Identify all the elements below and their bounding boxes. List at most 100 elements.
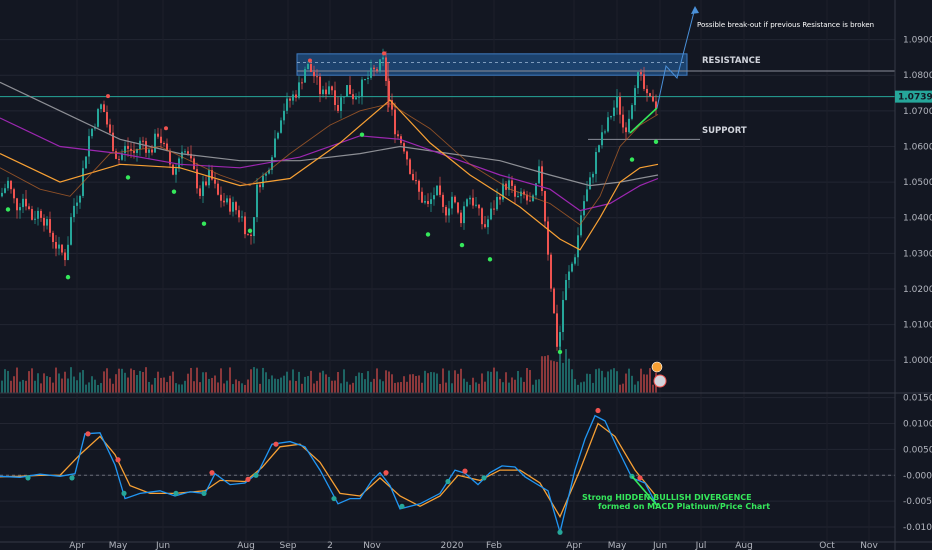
volume-bar <box>85 384 87 393</box>
candle-body <box>310 63 312 73</box>
volume-bar <box>280 377 282 393</box>
volume-bar <box>40 383 42 393</box>
candle-body <box>241 216 243 218</box>
candle-body <box>607 117 609 132</box>
volume-bar <box>259 383 261 393</box>
time-tick-label: Nov <box>860 541 878 550</box>
volume-bar <box>625 373 627 393</box>
candle-body <box>49 219 51 233</box>
volume-bar <box>184 380 186 393</box>
candle-body <box>289 98 291 101</box>
volume-bar <box>223 383 225 393</box>
candle-body <box>412 173 414 181</box>
macd-cross-down-dot <box>245 476 251 483</box>
time-tick-label: 2 <box>327 541 333 550</box>
volume-bar <box>34 380 36 393</box>
volume-bar <box>46 376 48 393</box>
volume-bar <box>607 371 609 393</box>
volume-bar <box>289 380 291 393</box>
candle-body <box>457 202 459 213</box>
candle-body <box>550 254 552 289</box>
volume-bar <box>286 371 288 393</box>
candle-body <box>352 94 354 100</box>
volume-bar <box>214 375 216 393</box>
candle-body <box>508 180 510 190</box>
candle-body <box>358 96 360 98</box>
volume-bar <box>619 384 621 393</box>
candle-body <box>217 183 219 195</box>
volume-bar <box>109 378 111 393</box>
volume-bar <box>118 368 120 393</box>
volume-bar <box>145 367 147 393</box>
candle-body <box>250 234 252 237</box>
candle-body <box>493 208 495 210</box>
candle-body <box>337 104 339 111</box>
volume-bar <box>436 373 438 393</box>
candle-body <box>103 104 105 113</box>
candle-body <box>286 98 288 111</box>
volume-bar <box>454 370 456 393</box>
volume-bar <box>265 372 267 393</box>
volume-bar <box>580 382 582 393</box>
candle-body <box>139 140 141 150</box>
candle-body <box>361 79 363 97</box>
candle-body <box>97 109 99 127</box>
volume-bar <box>88 382 90 393</box>
candle-body <box>331 86 333 91</box>
volume-bar <box>154 377 156 393</box>
breakout-annotation: Possible break-out if previous Resistanc… <box>697 21 874 29</box>
candle-body <box>535 183 537 196</box>
time-tick-label: Feb <box>486 541 502 550</box>
candle-body <box>223 200 225 203</box>
volume-bar <box>112 383 114 393</box>
volume-bar <box>550 360 552 393</box>
candle-body <box>592 173 594 178</box>
volume-bar <box>415 375 417 393</box>
volume-bar <box>604 377 606 393</box>
volume-bar <box>448 370 450 393</box>
candle-body <box>226 198 228 203</box>
candle-body <box>481 208 483 225</box>
volume-bar <box>31 368 33 393</box>
volume-bar <box>133 370 135 393</box>
volume-bar <box>316 380 318 393</box>
volume-bar <box>244 384 246 393</box>
volume-bar <box>19 381 21 393</box>
swing-low-dot <box>125 175 131 180</box>
volume-bar <box>535 379 537 393</box>
time-tick-label: May <box>109 541 128 550</box>
volume-bar <box>628 368 630 393</box>
volume-bar <box>7 370 9 393</box>
candle-body <box>52 232 54 242</box>
candle-body <box>343 96 345 98</box>
candle-body <box>511 180 513 186</box>
resistance-zone <box>296 53 688 76</box>
candle-body <box>16 198 18 211</box>
event-flag-icon[interactable] <box>651 361 663 373</box>
candle-body <box>415 180 417 182</box>
candle-body <box>301 82 303 84</box>
candle-body <box>316 76 318 78</box>
volume-bar <box>367 371 369 393</box>
volume-bar <box>565 349 567 393</box>
candle-body <box>559 332 561 347</box>
time-tick-label: 2020 <box>441 541 464 550</box>
candle-body <box>322 89 324 95</box>
volume-bar <box>238 381 240 393</box>
volume-bar <box>55 367 57 393</box>
price-tick-label: 1.09000 <box>903 36 932 46</box>
ma-purple-line <box>0 117 659 212</box>
last-price-badge-bg <box>895 90 932 103</box>
volume-bar <box>250 369 252 393</box>
volume-bar <box>103 371 105 393</box>
volume-bar <box>520 377 522 393</box>
candle-body <box>574 257 576 264</box>
volume-bar <box>466 381 468 393</box>
candle-body <box>67 244 69 261</box>
dividend-icon[interactable] <box>653 374 667 388</box>
candle-body <box>169 150 171 165</box>
volume-bar <box>502 382 504 393</box>
